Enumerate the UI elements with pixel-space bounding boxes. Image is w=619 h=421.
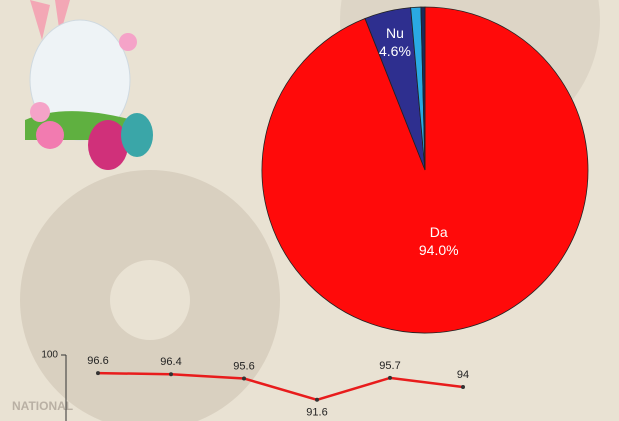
data-label: 95.7 — [379, 360, 400, 372]
line-point — [169, 372, 173, 377]
line-point — [242, 376, 246, 381]
y-tick-label: 100 — [41, 350, 58, 361]
line-point — [315, 397, 319, 402]
slice-name: Da — [430, 224, 448, 240]
data-label: 96.6 — [87, 355, 108, 367]
line-point — [96, 371, 100, 376]
data-label: 95.6 — [233, 360, 254, 372]
pie-slice — [420, 6, 426, 171]
watermark: NATIONAL — [12, 399, 73, 413]
line-point — [388, 375, 392, 380]
data-label: 94 — [457, 369, 469, 381]
slice-name: Nu — [386, 25, 404, 41]
line-point — [461, 385, 465, 389]
line-series — [97, 371, 464, 402]
slice-value-label: 4.6% — [379, 43, 411, 59]
decor-circle — [110, 260, 190, 340]
slice-value-label: 94.0% — [419, 242, 459, 258]
data-label: 91.6 — [306, 407, 327, 419]
data-label: 96.4 — [160, 356, 181, 368]
easter-egg-decor — [25, 0, 153, 170]
